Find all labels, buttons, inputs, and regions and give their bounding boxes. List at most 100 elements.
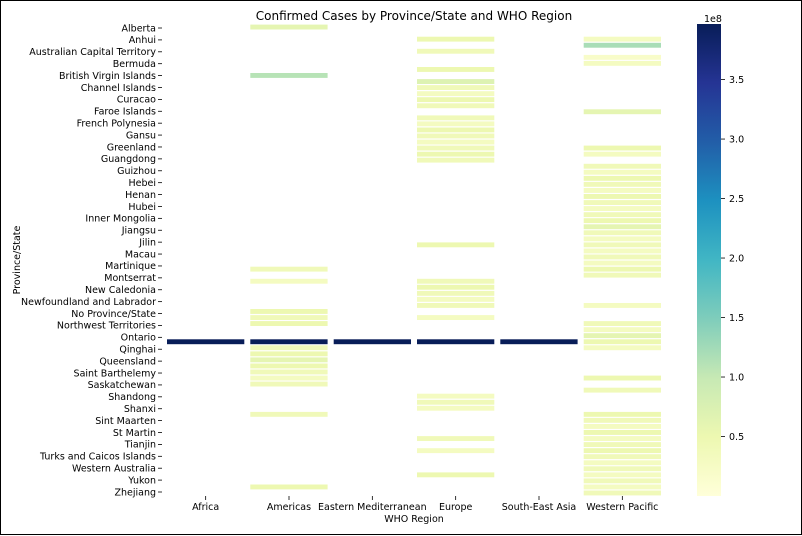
heatmap-cell bbox=[583, 260, 661, 266]
heatmap-cell bbox=[583, 224, 661, 230]
heatmap-cell bbox=[583, 145, 661, 151]
heatmap-cell bbox=[417, 79, 495, 84]
heatmap-cell bbox=[583, 321, 661, 326]
y-tick-label: Zhejiang bbox=[114, 487, 156, 498]
heatmap-cell bbox=[417, 393, 495, 399]
heatmap-cell bbox=[583, 417, 661, 423]
heatmap-cell bbox=[250, 363, 328, 369]
heatmap-cell bbox=[417, 399, 495, 405]
heatmap-cell bbox=[417, 151, 495, 157]
colorbar-tick-label: 2.0 bbox=[729, 253, 744, 264]
x-axis-label: WHO Region bbox=[384, 514, 444, 525]
heatmap-cell bbox=[417, 405, 495, 411]
heatmap-cell bbox=[583, 212, 661, 218]
heatmap-cell bbox=[500, 339, 578, 345]
heatmap-cell bbox=[250, 73, 328, 78]
heatmap-cell bbox=[250, 381, 328, 387]
colorbar-tick-label: 1.0 bbox=[729, 372, 744, 383]
heatmap-cell bbox=[250, 309, 328, 314]
y-tick-label: Bermuda bbox=[113, 59, 156, 70]
heatmap-cell bbox=[583, 478, 661, 484]
heatmap-cell bbox=[417, 339, 495, 345]
heatmap-cell bbox=[417, 284, 495, 290]
y-tick-label: St Martin bbox=[113, 428, 156, 439]
heatmap-cell bbox=[250, 351, 328, 357]
y-tick-label: Jilin bbox=[138, 237, 156, 248]
heatmap-cell bbox=[583, 42, 661, 48]
colorbar-tick-label: 3.0 bbox=[729, 134, 744, 145]
heatmap-cell bbox=[583, 218, 661, 224]
y-tick-label: Macau bbox=[125, 249, 156, 260]
heatmap-cell bbox=[583, 448, 661, 454]
y-tick-label: Jiangsu bbox=[121, 226, 156, 237]
heatmap-cell bbox=[583, 272, 661, 278]
heatmap-cell bbox=[417, 448, 495, 454]
heatmap-cell bbox=[250, 357, 328, 363]
y-tick-label: Australian Capital Territory bbox=[29, 47, 156, 58]
y-tick-label: Qinghai bbox=[119, 345, 156, 356]
x-tick-label: Eastern Mediterranean bbox=[318, 502, 427, 513]
x-tick-label: Western Pacific bbox=[586, 502, 658, 513]
heatmap-cell bbox=[250, 266, 328, 272]
heatmap-cell bbox=[583, 175, 661, 181]
heatmap-cell bbox=[583, 472, 661, 478]
heatmap-cell bbox=[583, 430, 661, 435]
heatmap-cell bbox=[583, 490, 661, 496]
y-tick-label: Northwest Territories bbox=[57, 321, 156, 332]
heatmap-cell bbox=[250, 315, 328, 320]
y-tick-label: Faroe Islands bbox=[94, 107, 156, 118]
heatmap-cell bbox=[583, 109, 661, 115]
heatmap-cell bbox=[417, 36, 495, 42]
x-tick-label: Africa bbox=[192, 502, 219, 513]
heatmap-cell bbox=[583, 163, 661, 169]
y-tick-label: Yukon bbox=[127, 475, 156, 486]
y-tick-label: Turks and Caicos Islands bbox=[39, 452, 156, 463]
heatmap-cell bbox=[583, 54, 661, 60]
heatmap-cell bbox=[417, 436, 495, 441]
heatmap-cell bbox=[583, 436, 661, 441]
heatmap-cell bbox=[333, 339, 411, 345]
heatmap-cell bbox=[583, 327, 661, 333]
colorbar-tick-label: 0.5 bbox=[729, 432, 744, 443]
colorbar-tick-label: 3.5 bbox=[729, 75, 744, 86]
heatmap-cell bbox=[417, 472, 495, 478]
x-tick-label: South-East Asia bbox=[502, 502, 576, 513]
heatmap-cell bbox=[583, 466, 661, 472]
heatmap-cell bbox=[250, 278, 328, 284]
heatmap-cell bbox=[583, 194, 661, 199]
heatmap-cell bbox=[417, 97, 495, 103]
heatmap-cell bbox=[250, 321, 328, 326]
x-axis-ticks: Africa Americas Eastern Mediterranean Europ… bbox=[192, 496, 658, 513]
heatmap-cell bbox=[583, 454, 661, 460]
colorbar bbox=[697, 24, 721, 496]
y-tick-label: Gansu bbox=[126, 130, 156, 141]
y-tick-label: Channel Islands bbox=[81, 83, 156, 94]
y-tick-label: Queensland bbox=[99, 356, 156, 367]
y-tick-label: Hebei bbox=[128, 178, 156, 189]
y-tick-label: Ontario bbox=[121, 333, 157, 344]
y-tick-label: Guangdong bbox=[101, 154, 156, 165]
y-tick-label: British Virgin Islands bbox=[59, 71, 156, 82]
y-tick-label: Greenland bbox=[107, 142, 156, 153]
heatmap-cell bbox=[583, 230, 661, 236]
heatmap-cell bbox=[250, 369, 328, 375]
heatmap-cell bbox=[583, 266, 661, 272]
colorbar-scale-label: 1e8 bbox=[704, 14, 722, 25]
heatmap-cell bbox=[583, 151, 661, 157]
heatmap-cell bbox=[417, 303, 495, 308]
heatmap-cell bbox=[583, 206, 661, 211]
heatmap-cell bbox=[417, 67, 495, 72]
y-tick-label: Tianjin bbox=[124, 440, 156, 451]
y-tick-label: New Caledonia bbox=[85, 285, 156, 296]
heatmap-cell bbox=[583, 484, 661, 490]
y-tick-label: Shanxi bbox=[124, 404, 156, 415]
chart-title: Confirmed Cases by Province/State and WH… bbox=[256, 9, 572, 23]
heatmap-cell bbox=[583, 345, 661, 351]
heatmap-cells bbox=[167, 24, 661, 496]
heatmap-cell bbox=[417, 315, 495, 320]
heatmap-cell bbox=[417, 296, 495, 302]
heatmap-cell bbox=[583, 375, 661, 381]
heatmap-cell bbox=[417, 290, 495, 296]
colorbar-tick-label: 1.5 bbox=[729, 313, 744, 324]
